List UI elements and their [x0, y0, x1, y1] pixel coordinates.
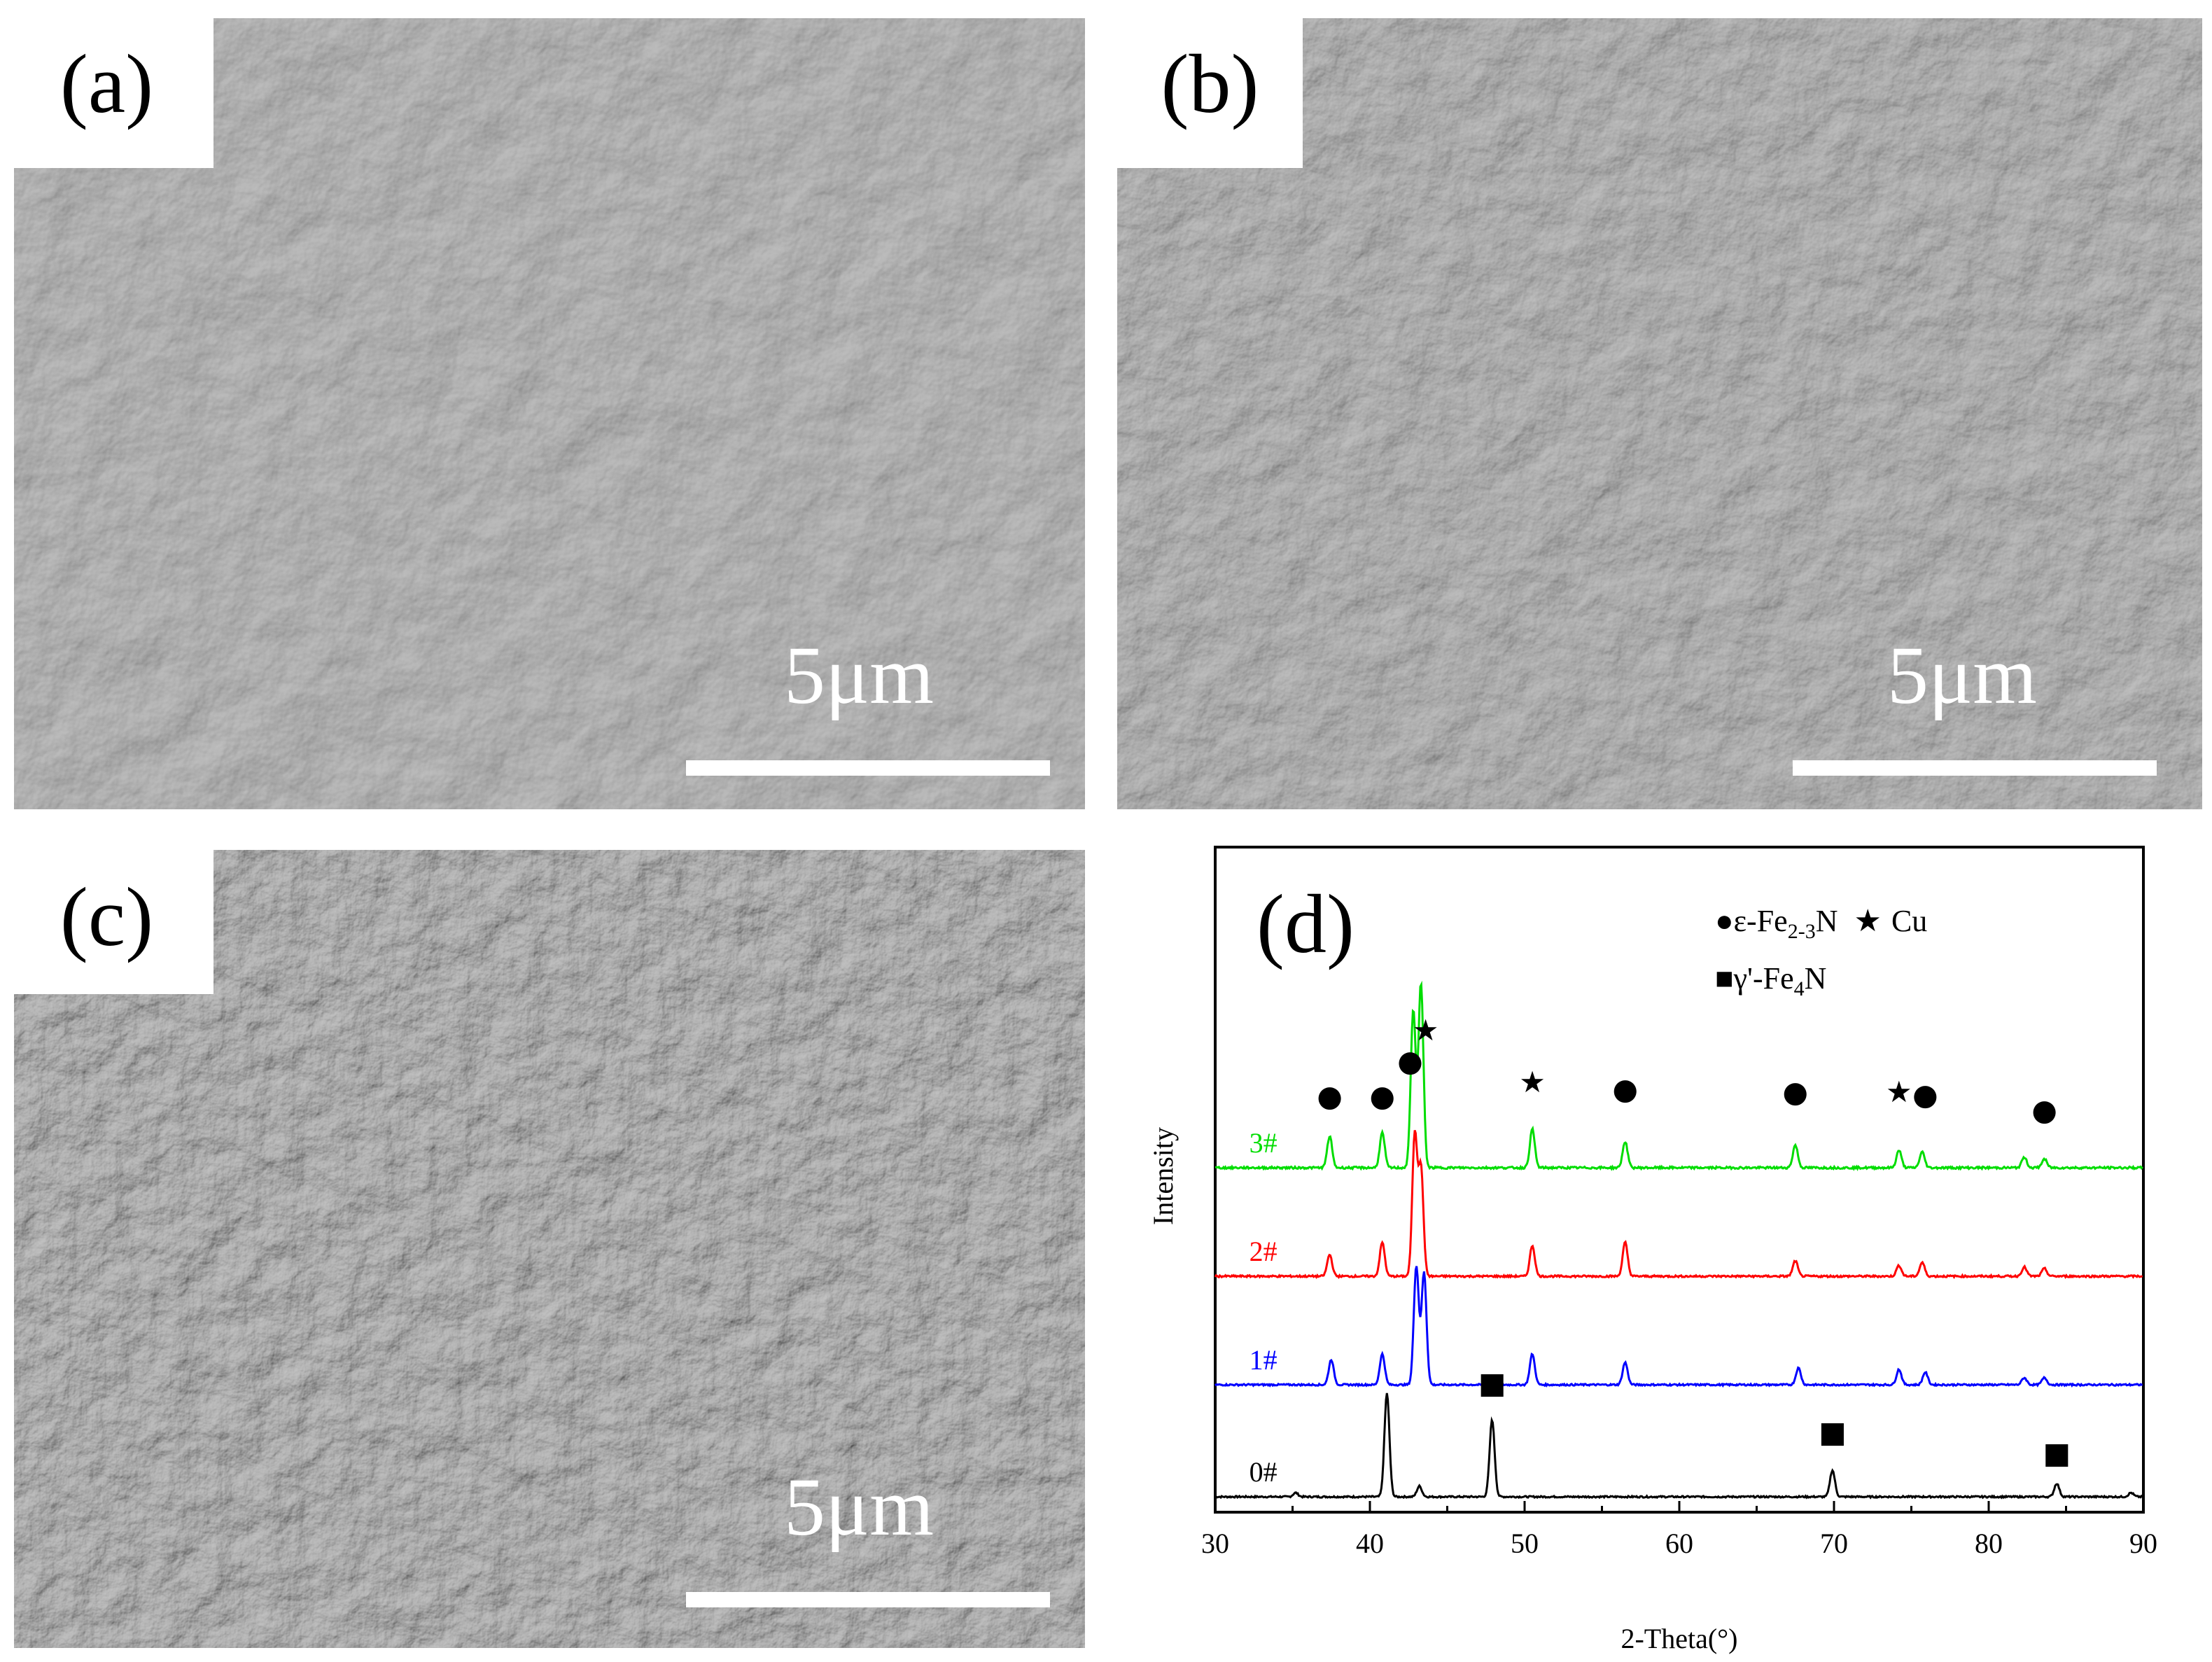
x-tick-label: 60 — [1665, 1528, 1693, 1559]
x-tick-label: 40 — [1356, 1528, 1384, 1559]
legend-entry-gamma: ■γ'-Fe4N — [1715, 961, 1826, 1000]
peak-marker: ● — [2031, 1093, 2057, 1127]
series-1-label: 1# — [1250, 1344, 1278, 1376]
peak-marker: ● — [1912, 1077, 1938, 1112]
peak-marker: ● — [1612, 1072, 1638, 1106]
peak-marker: ■ — [2043, 1436, 2071, 1470]
panel-label-b: (b) — [1117, 18, 1303, 168]
series-3-label: 3# — [1250, 1127, 1278, 1159]
y-axis-label: Intensity — [1147, 1127, 1179, 1225]
peak-marker: ● — [1397, 1044, 1423, 1078]
scale-bar-c — [686, 1592, 1050, 1607]
series-1-line — [1214, 1266, 2143, 1388]
sem-panel-a: (a) 5μm — [14, 18, 1085, 809]
peak-marker: ● — [1369, 1079, 1395, 1113]
scale-bar-label-c: 5μm — [784, 1461, 934, 1553]
scale-bar-label-a: 5μm — [784, 629, 934, 721]
series-0-line — [1214, 1392, 2143, 1500]
series-2-label: 2# — [1250, 1236, 1278, 1267]
x-tick-label: 30 — [1201, 1528, 1229, 1559]
scale-bar-b — [1793, 760, 2157, 776]
panel-label-d: (d) — [1256, 877, 1354, 970]
peak-marker: ● — [1782, 1075, 1808, 1109]
sem-image-c — [14, 850, 1085, 1648]
scale-bar-label-b: 5μm — [1887, 629, 2038, 721]
sem-panel-b: (b) 5μm — [1117, 18, 2202, 809]
series-2-line — [1214, 1130, 2143, 1280]
xrd-chart: 30 40 50 60 70 80 90 0#1#2#3# ● ●●★★ ● ● ★ ● ●■■■ (d… — [1147, 846, 2157, 1654]
scale-bar-a — [686, 760, 1050, 776]
x-tick-label: 70 — [1820, 1528, 1848, 1559]
peak-marker: ★ — [1413, 1013, 1439, 1047]
panel-label-a: (a) — [14, 18, 214, 168]
peak-marker: ■ — [1478, 1366, 1506, 1400]
series-3-line — [1214, 980, 2143, 1171]
series-0-label: 0# — [1250, 1456, 1278, 1488]
legend-entry-epsilon: ●ε-Fe2-3N ★ Cu — [1715, 904, 1927, 943]
x-tick-label: 80 — [1975, 1528, 2003, 1559]
peak-marker: ★ — [1886, 1075, 1912, 1109]
peak-marker: ● — [1317, 1079, 1343, 1113]
sem-panel-c: (c) 5μm — [14, 850, 1085, 1648]
peak-marker: ★ — [1519, 1065, 1546, 1099]
x-tick-label: 90 — [2129, 1528, 2157, 1559]
peak-marker: ■ — [1819, 1415, 1847, 1449]
xrd-panel-d: 30 40 50 60 70 80 90 0# 1# 2# 3# ● ● ● ★ ★ ● ● ★ ● ● ■ ■ ■ (d… — [1120, 833, 2212, 1662]
x-axis-label: 2-Theta(°) — [1620, 1623, 1737, 1654]
panel-label-c: (c) — [14, 850, 214, 994]
x-tick-label: 50 — [1511, 1528, 1539, 1559]
legend: ●ε-Fe2-3N ★ Cu ■γ'-Fe4N — [1715, 904, 1927, 1000]
